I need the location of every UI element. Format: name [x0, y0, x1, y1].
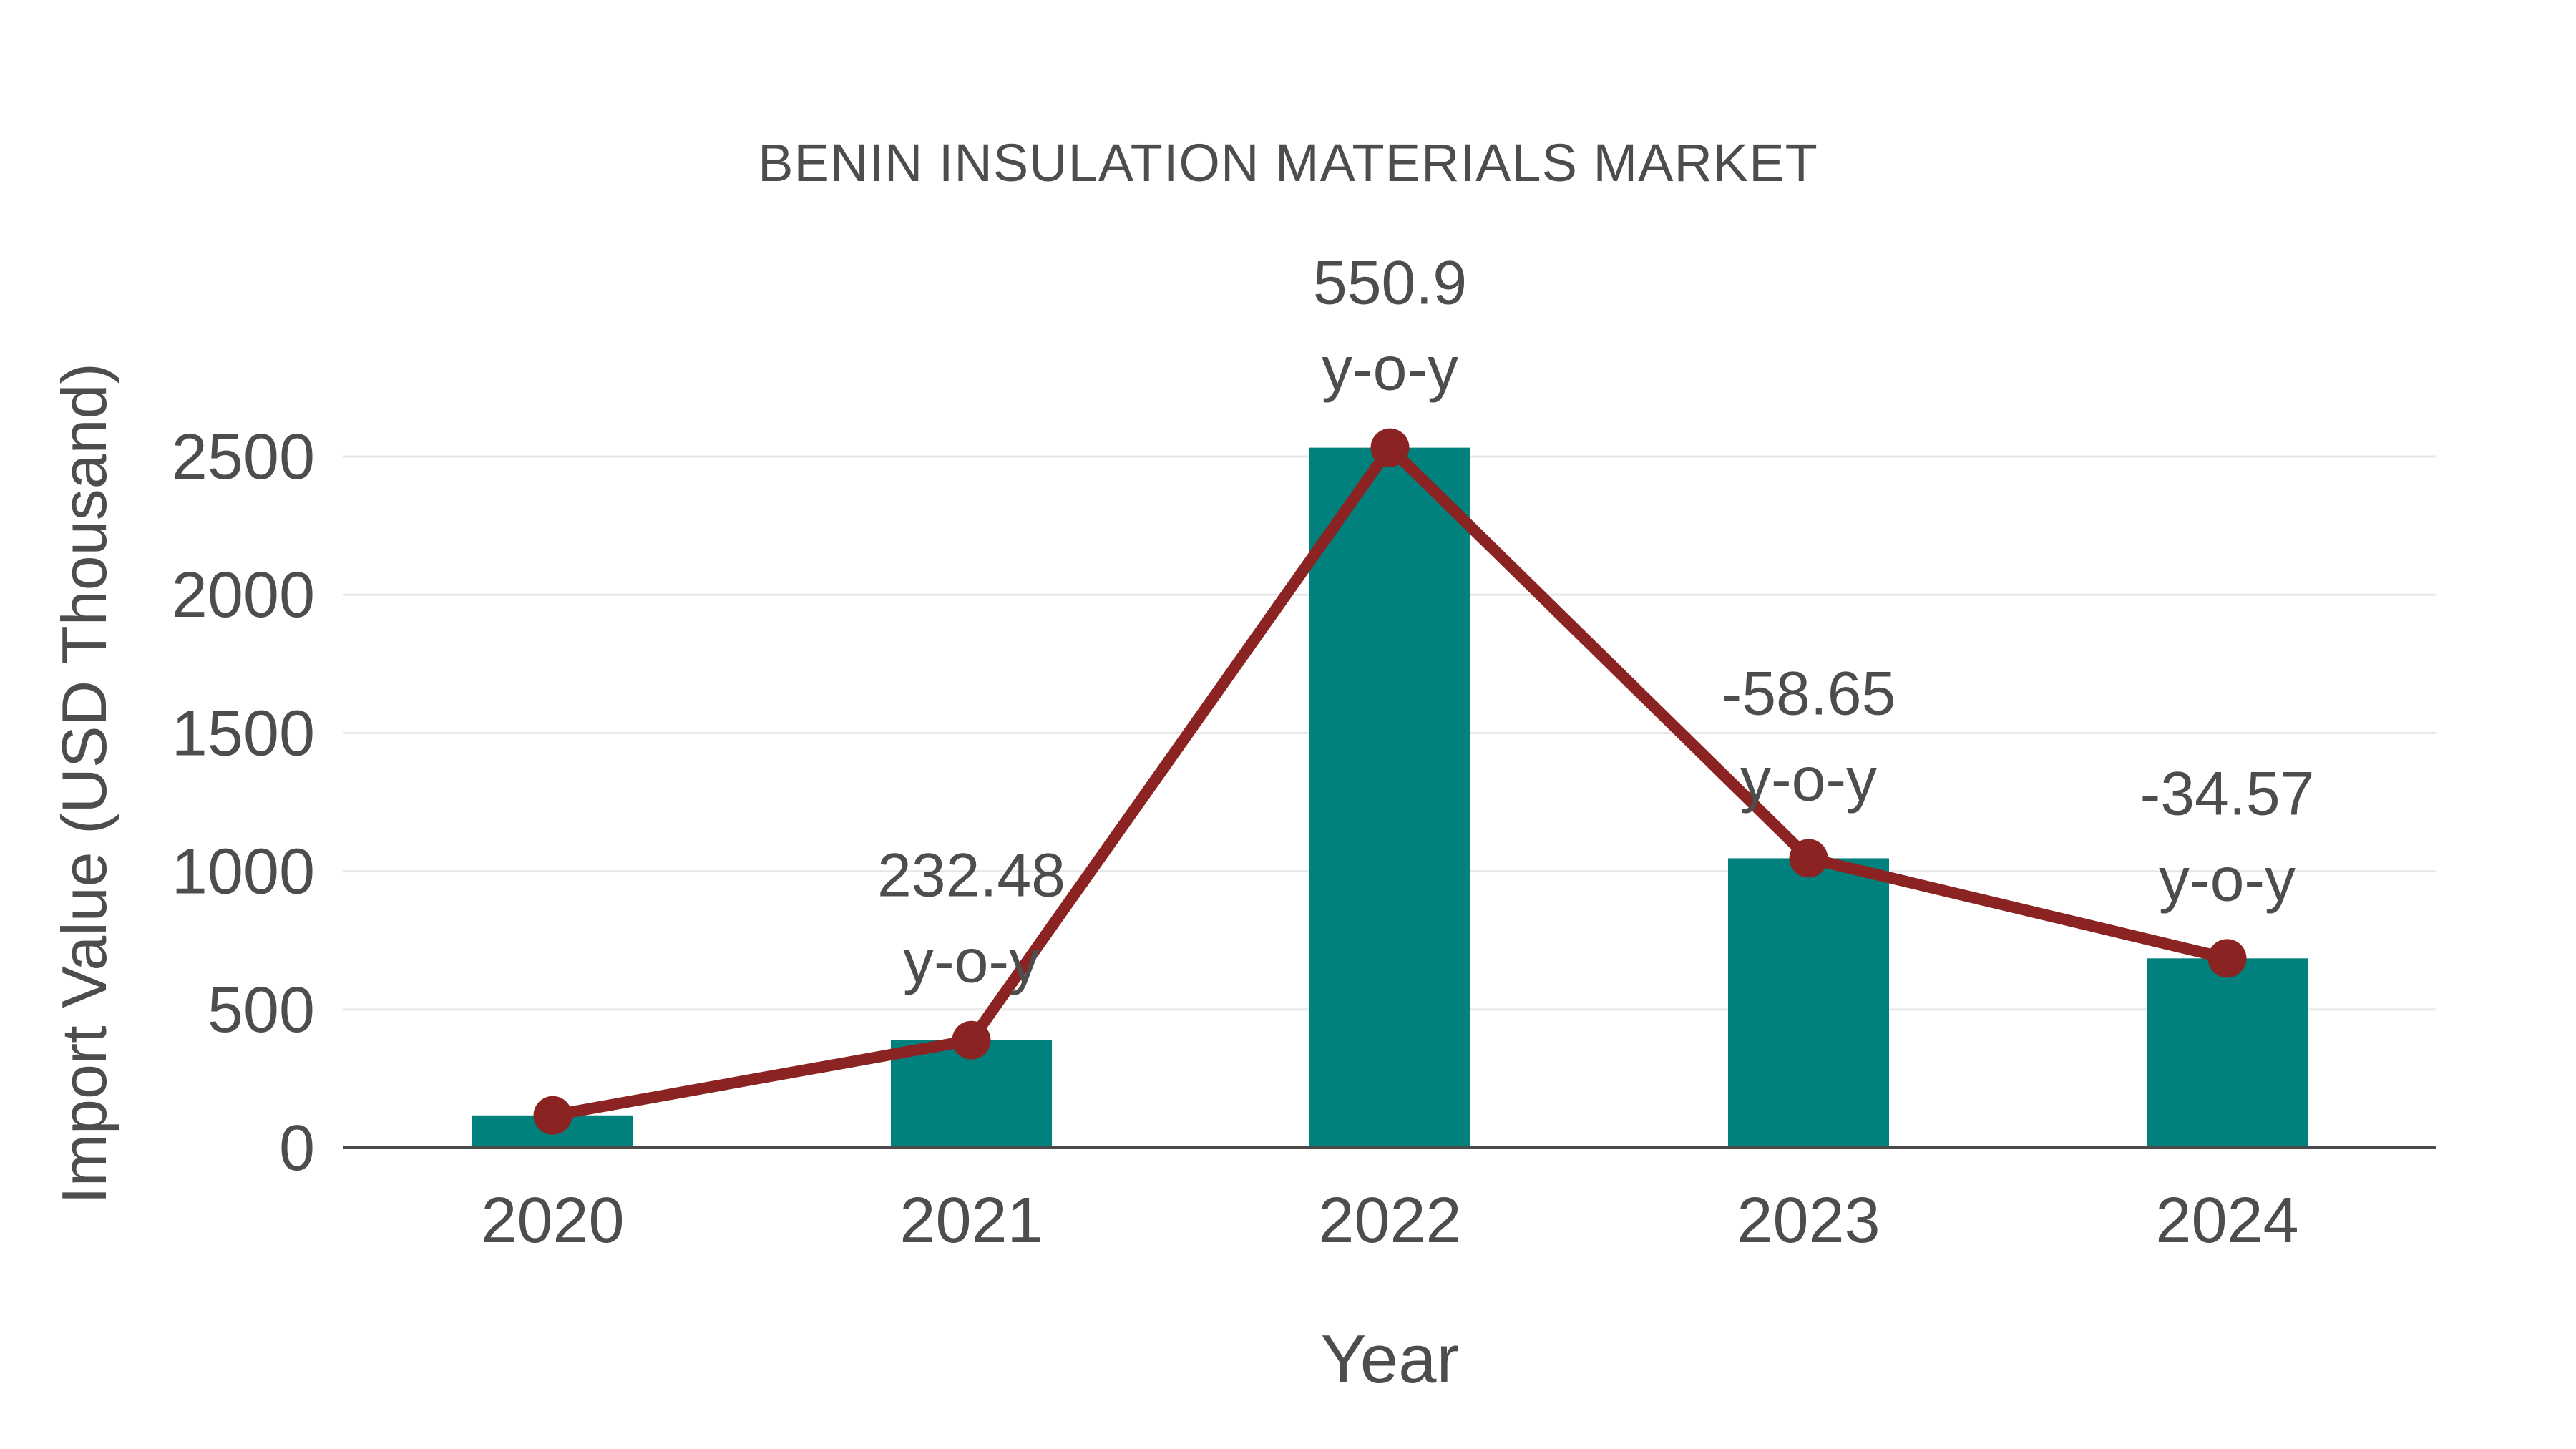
yoy-value-label-2021: 232.48: [877, 841, 1065, 910]
yoy-marker-2020: [533, 1096, 572, 1135]
yoy-value-label-2024: -34.57: [2140, 759, 2315, 828]
y-tick-2000: 2000: [172, 560, 315, 631]
bar-2024: [2147, 958, 2308, 1148]
x-tick-2024: 2024: [2155, 1185, 2298, 1257]
x-axis-title: Year: [1320, 1321, 1460, 1397]
bar-2023: [1728, 858, 1889, 1148]
yoy-suffix-label-2023: y-o-y: [1740, 745, 1877, 814]
yoy-value-label-2023: -58.65: [1722, 659, 1896, 728]
y-tick-1500: 1500: [172, 698, 315, 769]
yoy-suffix-label-2024: y-o-y: [2159, 845, 2296, 914]
chart-title: BENIN INSULATION MATERIALS MARKET: [758, 133, 1818, 192]
y-tick-0: 0: [279, 1113, 315, 1184]
x-tick-2021: 2021: [899, 1185, 1043, 1257]
y-tick-1000: 1000: [172, 836, 315, 908]
x-tick-2022: 2022: [1318, 1185, 1461, 1257]
y-tick-2500: 2500: [172, 421, 315, 493]
bar-2022: [1309, 447, 1470, 1148]
yoy-marker-2024: [2207, 939, 2247, 978]
yoy-marker-2021: [952, 1020, 991, 1060]
x-tick-2020: 2020: [481, 1185, 624, 1257]
yoy-suffix-label-2021: y-o-y: [903, 927, 1040, 996]
yoy-suffix-label-2022: y-o-y: [1322, 335, 1458, 404]
yoy-marker-2023: [1789, 839, 1828, 878]
yoy-marker-2022: [1370, 428, 1410, 467]
y-tick-500: 500: [208, 975, 315, 1046]
yoy-value-label-2022: 550.9: [1313, 249, 1467, 318]
x-tick-2023: 2023: [1737, 1185, 1880, 1257]
